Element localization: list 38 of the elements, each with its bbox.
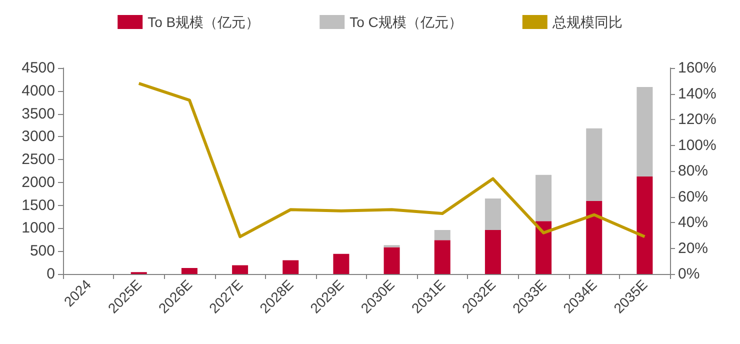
- y-tick-label: 3000: [22, 128, 55, 146]
- bar: [536, 174, 552, 222]
- y2-tick-label: 80%: [678, 162, 708, 180]
- bar: [434, 230, 450, 240]
- legend-label: 总规模同比: [551, 14, 622, 30]
- y2-tick-label: 60%: [678, 188, 708, 206]
- bar: [181, 268, 198, 274]
- y-tick-label: 2000: [22, 174, 55, 191]
- bar: [536, 221, 552, 274]
- bar: [484, 198, 501, 230]
- y2-tick-label: 140%: [678, 85, 716, 102]
- bar: [586, 200, 602, 274]
- bar: [282, 260, 299, 274]
- bar: [586, 128, 602, 201]
- bar: [636, 87, 653, 176]
- y2-tick-label: 20%: [678, 240, 708, 257]
- bar: [484, 230, 501, 274]
- y-tick-label: 4500: [22, 60, 55, 76]
- y-tick-label: 4000: [22, 82, 55, 100]
- y2-tick-label: 100%: [678, 136, 716, 154]
- y-tick-label: 500: [30, 242, 55, 260]
- bar: [384, 247, 400, 274]
- y2-tick-label: 160%: [678, 60, 716, 76]
- y-tick-label: 1000: [22, 220, 55, 237]
- y-tick-label: 0: [46, 266, 55, 282]
- y2-tick-label: 120%: [678, 111, 716, 128]
- legend-label: To B规模（亿元）: [148, 14, 260, 30]
- bar: [434, 240, 450, 274]
- bar: [232, 265, 248, 274]
- y-tick-label: 1500: [22, 196, 55, 214]
- bar: [636, 176, 653, 274]
- y-tick-label: 3500: [22, 105, 55, 122]
- y2-tick-label: 40%: [678, 214, 708, 231]
- line-series: [137, 82, 646, 238]
- legend-label: To C规模（亿元）: [350, 14, 462, 30]
- y-tick-label: 2500: [22, 151, 55, 168]
- bar: [333, 254, 350, 274]
- y2-tick-label: 0%: [678, 266, 700, 282]
